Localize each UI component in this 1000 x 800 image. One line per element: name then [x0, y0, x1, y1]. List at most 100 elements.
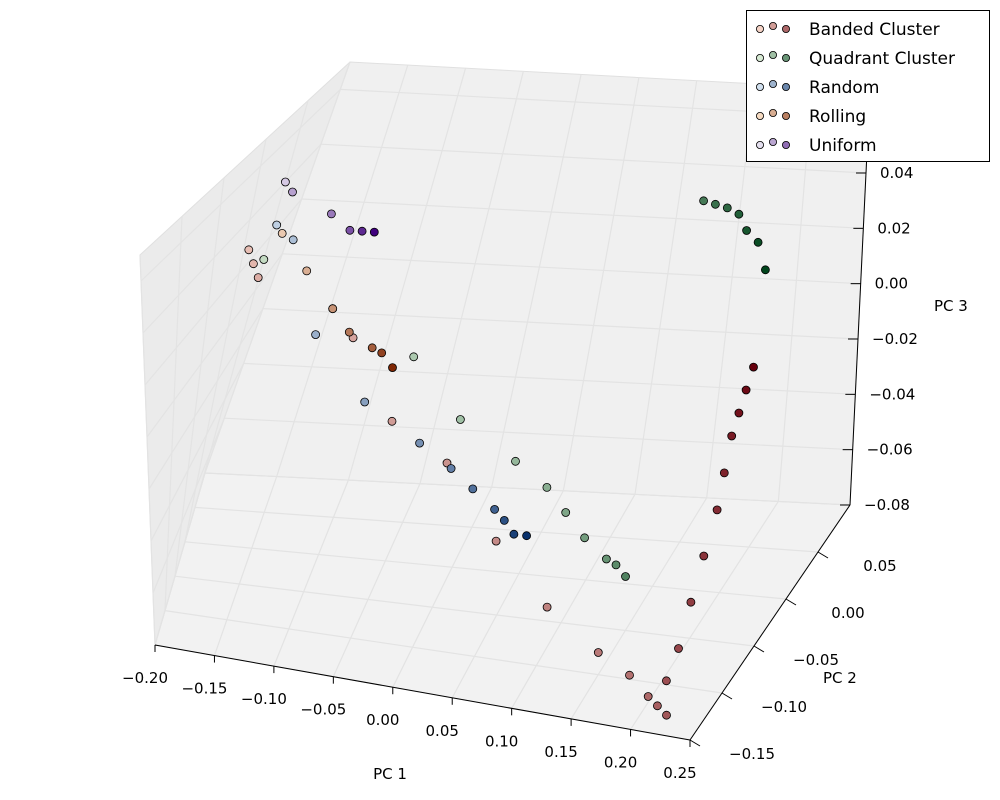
grid-line-z-left	[144, 198, 303, 386]
series-uniform	[280, 177, 379, 237]
data-point	[602, 554, 611, 564]
data-point	[734, 408, 744, 418]
data-point	[253, 273, 263, 283]
data-point	[446, 464, 456, 473]
data-point	[409, 352, 419, 362]
x-tick-label: −0.20	[122, 669, 168, 687]
data-point	[561, 508, 571, 517]
data-point	[345, 225, 355, 235]
x-tick-label: 0.10	[485, 732, 518, 750]
x-tick-label: −0.10	[241, 690, 287, 708]
legend-marker	[756, 24, 765, 33]
data-point	[719, 468, 729, 478]
grid-line-z-left	[152, 417, 225, 594]
legend-label: Quadrant Cluster	[809, 49, 955, 69]
data-point	[311, 330, 321, 340]
grid-line-z-back	[301, 198, 864, 229]
y-tick-label: −0.10	[761, 698, 807, 716]
grid-line-x-back	[276, 64, 409, 477]
data-point	[662, 710, 671, 720]
x-axis-line	[154, 644, 691, 741]
data-point	[328, 304, 338, 314]
data-point	[753, 237, 763, 247]
legend-marker	[769, 21, 778, 30]
data-point	[360, 397, 370, 407]
grid-line-z-left	[146, 253, 283, 438]
data-point	[288, 235, 298, 245]
data-point	[625, 670, 634, 680]
data-point	[653, 701, 662, 711]
data-point	[277, 228, 287, 238]
data-point	[491, 536, 501, 546]
data-point	[643, 692, 653, 701]
legend-marker	[769, 137, 778, 146]
legend-entry: Random	[756, 78, 879, 98]
data-point	[542, 602, 552, 612]
z-tick-label: 0.02	[877, 219, 910, 237]
legend-marker	[769, 51, 778, 60]
grid-lines	[139, 61, 871, 741]
y-axis-tick	[721, 692, 733, 700]
grid-line-z-back	[243, 362, 856, 395]
grid-line-z-back	[224, 417, 853, 451]
legend-marker	[756, 112, 765, 121]
data-point	[722, 203, 732, 213]
legend-entry: Banded Cluster	[756, 20, 940, 40]
series-banded-cluster	[244, 245, 758, 720]
data-point	[734, 209, 744, 219]
data-point	[302, 266, 312, 276]
x-tick-label: 0.25	[663, 764, 696, 782]
data-point	[761, 265, 770, 275]
x-tick-label: 0.05	[426, 722, 459, 740]
legend-marker	[756, 83, 765, 92]
data-point	[377, 348, 387, 358]
x-axis-title: PC 1	[373, 765, 407, 783]
data-point	[344, 327, 354, 337]
legend-marker	[756, 140, 765, 149]
grid-line-x-floor	[451, 490, 564, 699]
data-point	[742, 226, 751, 235]
y-axis-tick	[785, 598, 797, 606]
grid-line-z-back	[262, 308, 859, 340]
legend-marker	[769, 80, 778, 89]
data-point	[727, 431, 737, 441]
z-tick-label: −0.02	[872, 330, 918, 348]
grid-line-z-left	[150, 363, 245, 542]
data-point	[686, 597, 696, 607]
series-quadrant-cluster	[259, 196, 770, 581]
data-point	[367, 343, 377, 353]
z-axis-title: PC 3	[934, 297, 968, 315]
data-point	[662, 676, 671, 686]
legend: Banded Cluster Quadrant Cluster Random Roll…	[746, 10, 990, 162]
grid-line-z-back	[282, 253, 861, 285]
grid-line-x-floor	[392, 486, 493, 688]
grid-line-y-left	[184, 139, 267, 542]
data-point	[511, 456, 520, 466]
data-point	[387, 416, 397, 426]
series-random	[272, 220, 531, 541]
data-point	[259, 255, 269, 264]
y-axis-title: PC 2	[823, 669, 857, 687]
data-point	[248, 259, 258, 269]
grid-line-x-back	[347, 68, 467, 481]
data-point	[288, 187, 297, 197]
data-point	[674, 644, 683, 653]
data-point	[455, 415, 465, 424]
data-point	[468, 484, 478, 494]
data-point	[326, 209, 336, 219]
grid-line-x-floor	[213, 476, 278, 656]
z-tick-label: −0.04	[869, 385, 915, 403]
grid-line-z-left	[140, 88, 341, 282]
grid-line-x-back	[634, 80, 698, 495]
y-tick-label: 0.00	[831, 604, 864, 622]
legend-marker	[782, 112, 791, 121]
grid-line-y-floor	[194, 506, 819, 553]
data-point	[699, 551, 709, 561]
legend-entry: Uniform	[756, 136, 877, 156]
x-tick-label: 0.00	[366, 711, 399, 729]
y-tick-label: −0.15	[729, 745, 775, 763]
data-point	[369, 227, 379, 237]
data-point	[611, 560, 621, 570]
data-point	[621, 572, 630, 581]
z-tick-label: 0.00	[875, 275, 908, 293]
